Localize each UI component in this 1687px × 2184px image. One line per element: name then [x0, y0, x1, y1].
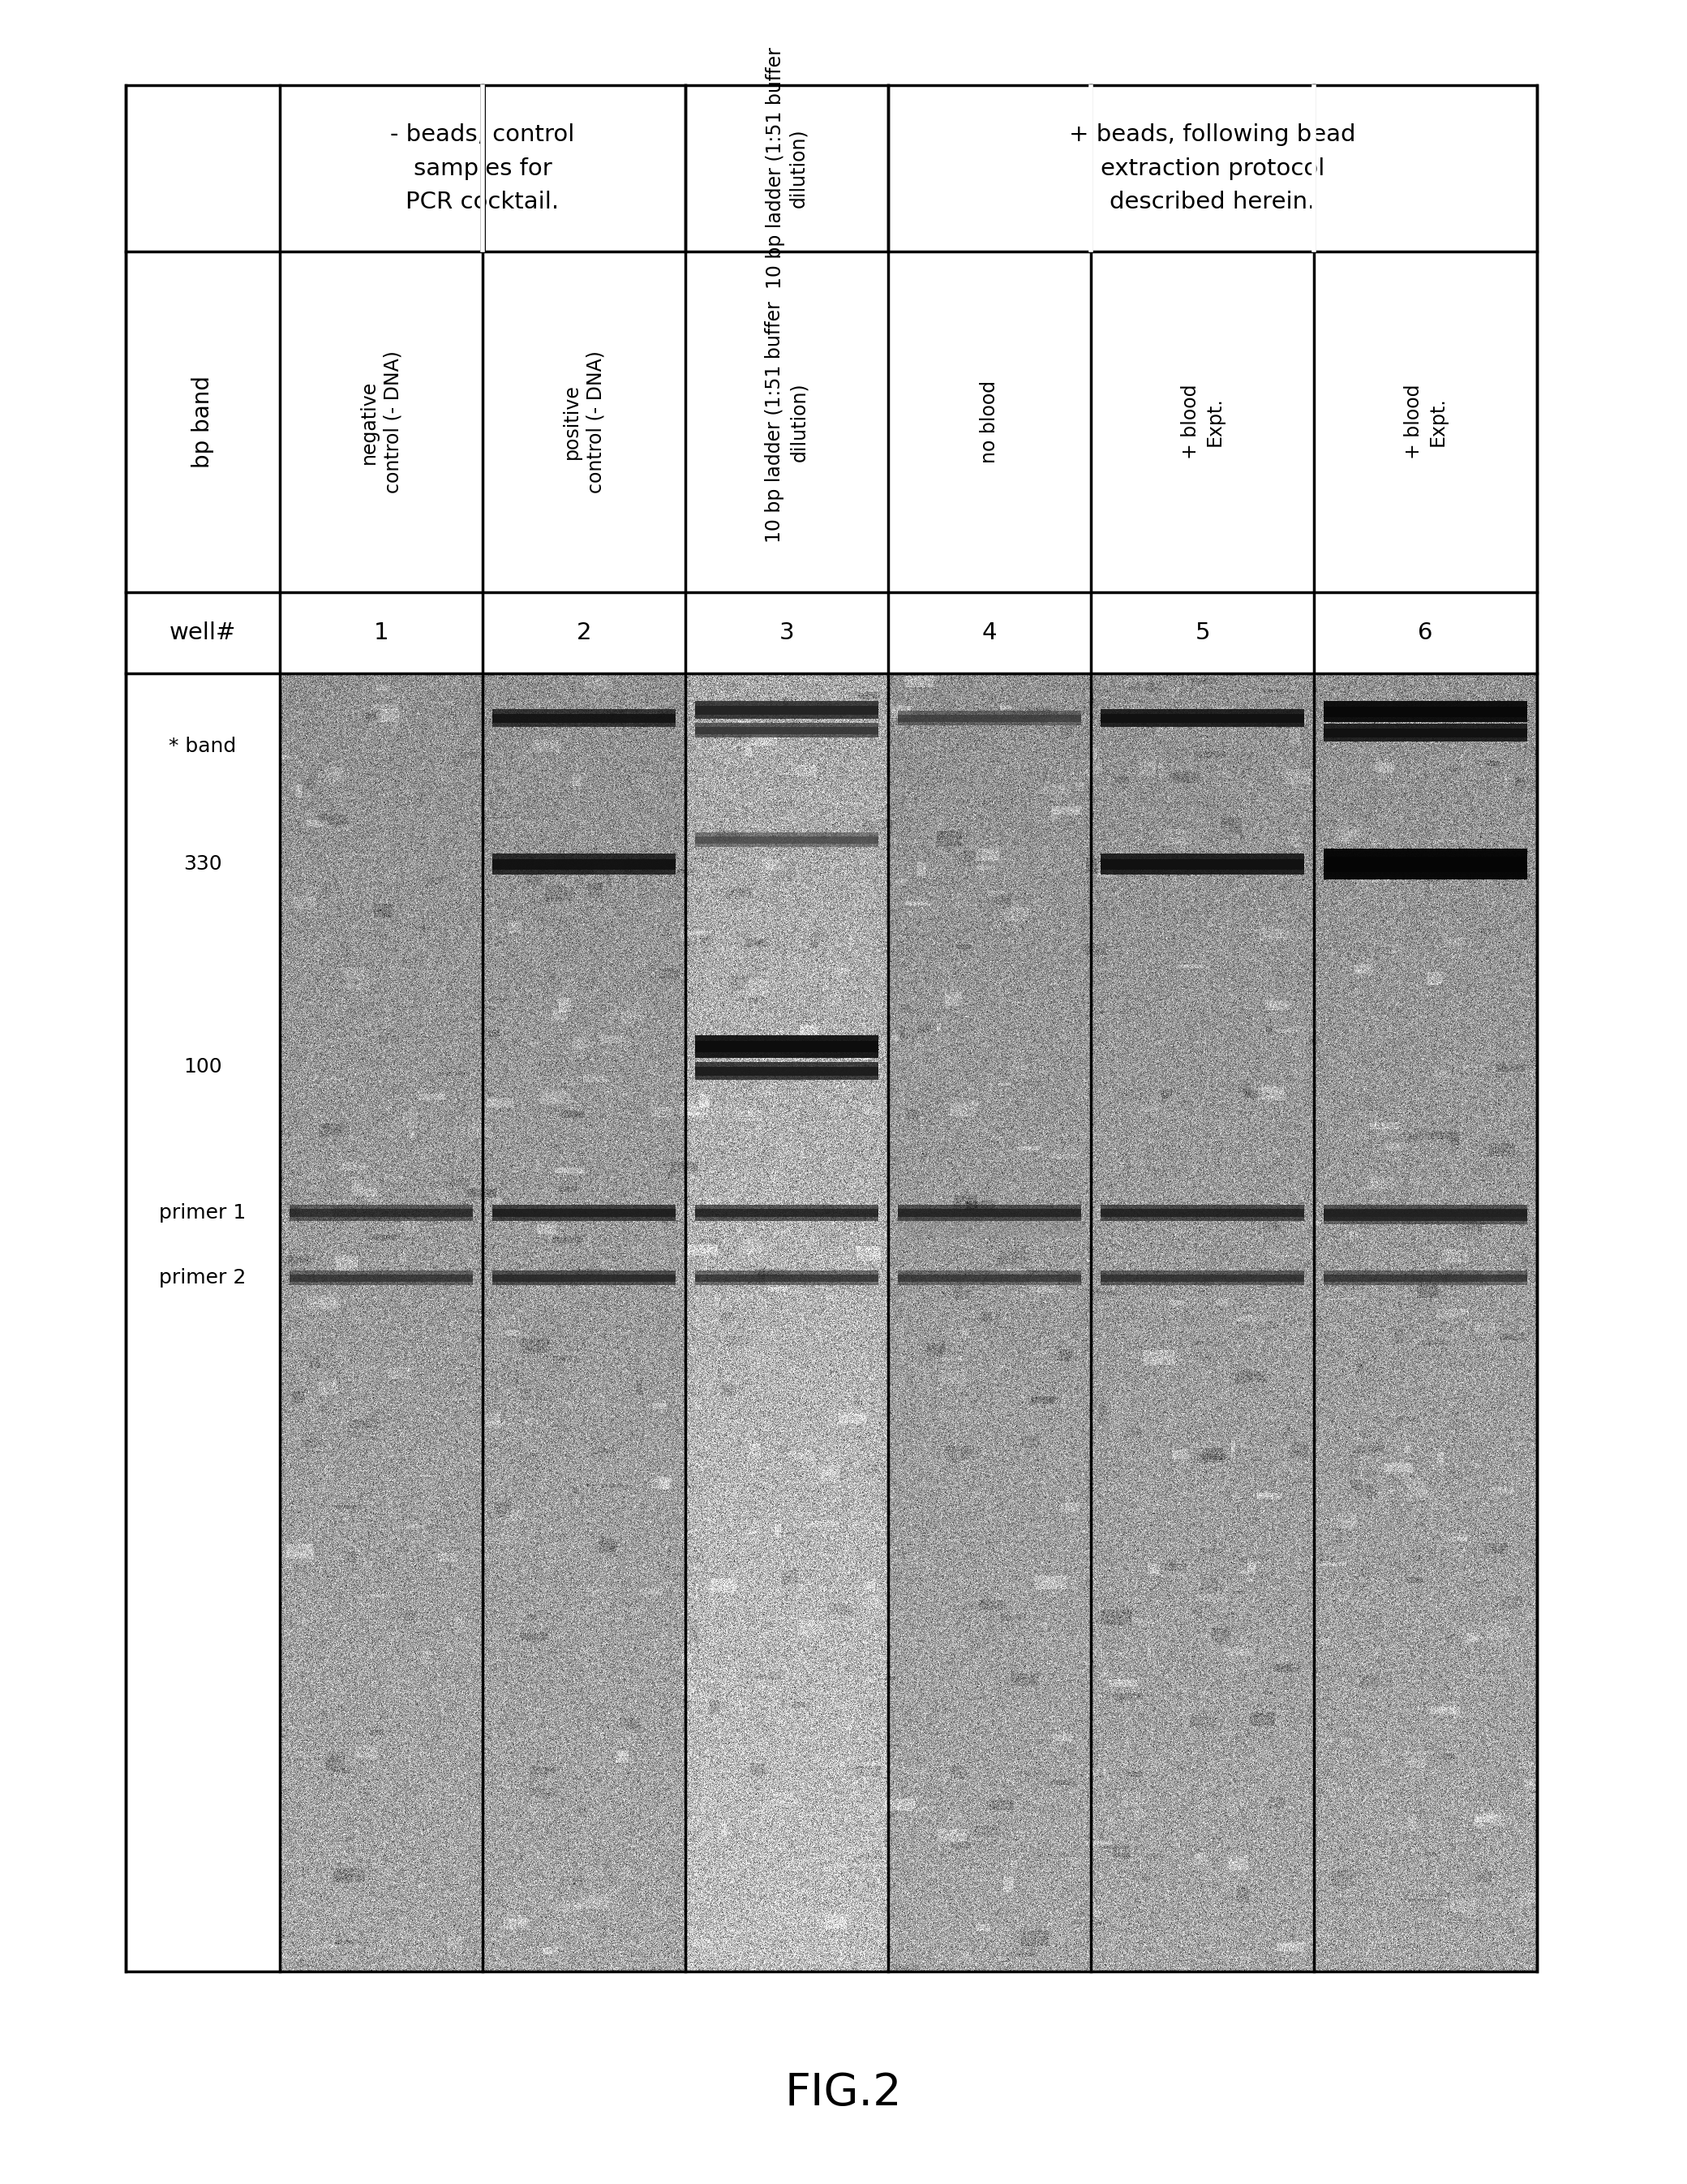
Text: primer 1: primer 1: [159, 1203, 246, 1223]
Polygon shape: [695, 1271, 879, 1284]
Text: 330: 330: [184, 854, 223, 874]
Polygon shape: [290, 1273, 472, 1282]
Polygon shape: [1324, 1271, 1527, 1284]
Text: 10 bp ladder (1:51 buffer
dilution): 10 bp ladder (1:51 buffer dilution): [766, 48, 808, 288]
Polygon shape: [290, 1206, 472, 1221]
Polygon shape: [695, 1035, 879, 1057]
Polygon shape: [1100, 1271, 1304, 1284]
Polygon shape: [1324, 1214, 1527, 1221]
Polygon shape: [897, 1212, 1081, 1236]
Polygon shape: [695, 1061, 879, 1079]
Text: + blood
Expt.: + blood Expt.: [1404, 384, 1447, 459]
Polygon shape: [482, 592, 685, 673]
Polygon shape: [1314, 592, 1537, 673]
Polygon shape: [290, 1271, 472, 1284]
Polygon shape: [1314, 251, 1537, 592]
Polygon shape: [685, 592, 887, 673]
Text: 2: 2: [577, 622, 592, 644]
Polygon shape: [695, 1042, 879, 1053]
Polygon shape: [685, 251, 887, 592]
Text: 1: 1: [373, 622, 388, 644]
Polygon shape: [493, 858, 675, 869]
Polygon shape: [493, 854, 675, 874]
Polygon shape: [280, 673, 1537, 1972]
Polygon shape: [695, 701, 879, 719]
Text: 5: 5: [1194, 622, 1210, 644]
Polygon shape: [1091, 251, 1314, 592]
Polygon shape: [897, 1273, 1081, 1282]
Text: 3: 3: [779, 622, 795, 644]
Polygon shape: [1324, 701, 1527, 723]
Text: + beads, following bead
extraction protocol
described herein.: + beads, following bead extraction proto…: [1070, 124, 1356, 214]
Text: well#: well#: [169, 622, 236, 644]
Polygon shape: [695, 1208, 879, 1216]
Polygon shape: [493, 1208, 675, 1216]
Polygon shape: [1324, 1206, 1527, 1221]
Polygon shape: [695, 832, 879, 847]
Polygon shape: [897, 1206, 1081, 1221]
Polygon shape: [887, 592, 1091, 673]
Polygon shape: [897, 714, 1081, 721]
Polygon shape: [1324, 705, 1527, 716]
Polygon shape: [695, 727, 879, 734]
Polygon shape: [695, 1206, 879, 1221]
Polygon shape: [493, 1206, 675, 1221]
Polygon shape: [887, 251, 1091, 592]
Polygon shape: [695, 705, 879, 714]
Polygon shape: [493, 710, 675, 727]
Polygon shape: [1324, 723, 1527, 743]
Polygon shape: [695, 1066, 879, 1075]
Text: + blood
Expt.: + blood Expt.: [1181, 384, 1225, 459]
Polygon shape: [127, 85, 280, 251]
Text: positive
control (- DNA): positive control (- DNA): [562, 349, 606, 494]
Polygon shape: [897, 1208, 1081, 1216]
Polygon shape: [482, 251, 685, 592]
Polygon shape: [493, 714, 675, 723]
Polygon shape: [493, 1273, 675, 1282]
Text: primer 2: primer 2: [159, 1269, 246, 1289]
Text: no blood: no blood: [980, 380, 999, 463]
Text: FIG.2: FIG.2: [784, 2070, 903, 2114]
Polygon shape: [887, 85, 1537, 251]
Text: 4: 4: [982, 622, 997, 644]
Polygon shape: [1324, 850, 1527, 880]
Polygon shape: [1324, 1273, 1527, 1282]
Polygon shape: [1100, 714, 1304, 723]
Polygon shape: [1324, 1210, 1527, 1225]
Polygon shape: [897, 710, 1081, 725]
Polygon shape: [695, 723, 879, 738]
Polygon shape: [127, 251, 280, 592]
Polygon shape: [127, 673, 280, 1972]
Polygon shape: [1091, 592, 1314, 673]
Polygon shape: [1324, 1208, 1527, 1216]
Polygon shape: [1100, 710, 1304, 727]
Polygon shape: [493, 1271, 675, 1284]
Polygon shape: [1324, 856, 1527, 871]
Text: bp band: bp band: [191, 376, 214, 467]
Text: - beads, control
samples for
PCR cocktail.: - beads, control samples for PCR cocktai…: [390, 124, 575, 214]
Polygon shape: [127, 592, 280, 673]
Text: 100: 100: [184, 1057, 223, 1077]
Text: * band: * band: [169, 736, 236, 756]
Polygon shape: [695, 1273, 879, 1282]
Polygon shape: [1100, 1273, 1304, 1282]
Polygon shape: [290, 1208, 472, 1216]
Text: negative
control (- DNA): negative control (- DNA): [359, 349, 403, 494]
Polygon shape: [1100, 1208, 1304, 1216]
Polygon shape: [1100, 858, 1304, 869]
Polygon shape: [897, 1271, 1081, 1284]
Polygon shape: [1100, 854, 1304, 874]
Polygon shape: [280, 85, 685, 251]
Polygon shape: [695, 836, 879, 843]
Polygon shape: [685, 85, 887, 251]
Text: 6: 6: [1419, 622, 1432, 644]
Polygon shape: [1100, 1206, 1304, 1221]
Polygon shape: [280, 251, 482, 592]
Text: 10 bp ladder (1:51 buffer
dilution): 10 bp ladder (1:51 buffer dilution): [764, 301, 808, 542]
Polygon shape: [280, 592, 482, 673]
Polygon shape: [1324, 727, 1527, 736]
